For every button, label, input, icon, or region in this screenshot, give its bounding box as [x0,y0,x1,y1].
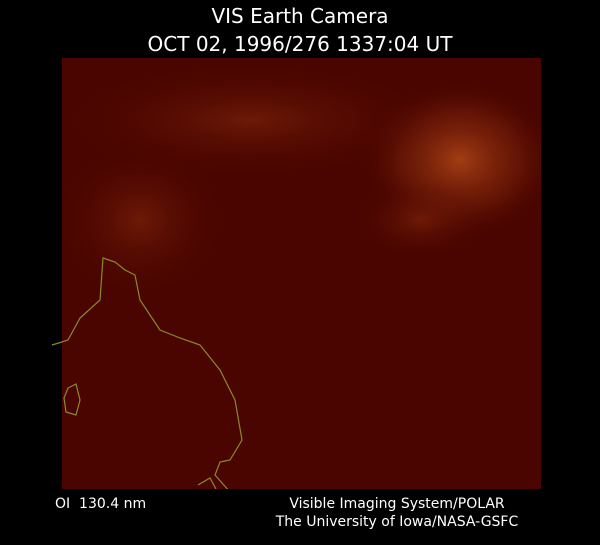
title: VIS Earth Camera [211,4,388,28]
institution: The University of Iowa/NASA-GSFC [275,514,519,530]
wavelength: OI 130.4 nm [55,496,146,512]
coastline [51,341,63,346]
camera-image [62,58,541,489]
instrument: Visible Imaging System/POLAR [289,496,505,512]
timestamp: OCT 02, 1996/276 1337:04 UT [148,32,454,56]
aurora-glow [62,140,230,300]
coastline [62,257,243,489]
island-outline [197,477,217,489]
aurora-glow [350,180,490,260]
island-outline [63,383,81,416]
